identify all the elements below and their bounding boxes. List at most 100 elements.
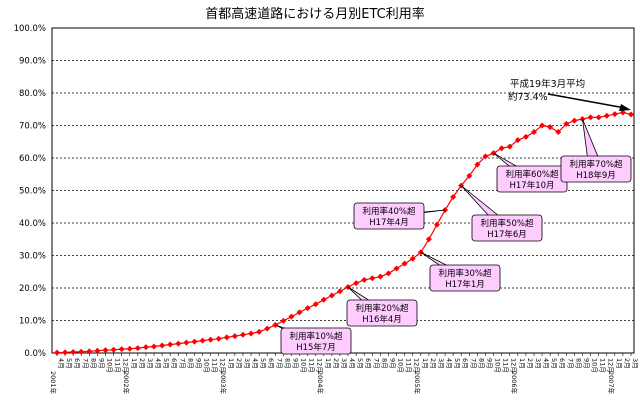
callout-label: 利用率10%超 [290,331,343,342]
callout-box [560,155,632,183]
x-tick-label: 10月 [494,358,502,373]
x-year-label: 2005年 [413,371,422,395]
callout-box [280,327,352,355]
callout-label: 利用率20%超 [356,303,409,314]
x-tick-label: 3月 [534,358,542,369]
y-tick-label: 70.0% [19,122,46,132]
data-point [207,336,214,343]
data-point [611,111,618,118]
x-tick-label: 4月 [154,358,162,369]
data-point [231,333,238,340]
data-point [539,122,546,129]
x-tick-label: 4月 [542,358,550,369]
x-tick-label: 10月 [203,358,211,373]
data-point [118,346,125,353]
x-year-label: 2007年 [607,371,616,395]
callout-label: 利用率40%超 [363,206,416,217]
data-point [482,153,489,160]
x-tick-label: 7月 [372,358,380,369]
x-tick-label: 4月 [57,358,65,369]
data-point [215,335,222,342]
callout-date: H17年6月 [487,229,527,240]
y-tick-label: 30.0% [19,252,46,262]
callout-label: 利用率70%超 [570,159,623,170]
data-point [401,260,408,267]
x-tick-label: 3月 [631,358,639,369]
x-tick-label: 2月 [623,358,631,369]
x-tick-label: 8月 [283,358,291,369]
y-axis-ticks: 0.0% 10.0% 20.0% 30.0% 40.0% 50.0% 60.0% 70.0% 8… [14,24,46,359]
x-tick-label: 8月 [574,358,582,369]
x-tick-label: 6月 [170,358,178,369]
x-tick-label: 3月 [146,358,154,369]
data-point [555,129,562,135]
data-point [361,276,368,283]
x-tick-label: 9月 [582,358,590,369]
annotation-arrowhead [619,104,631,111]
callout-date: H15年7月 [296,342,336,353]
x-tick-label: 12月 [607,358,615,373]
data-point [320,296,327,303]
data-point [433,221,440,228]
x-tick-label: 1月 [615,358,623,369]
data-point [522,133,529,140]
data-point [385,270,392,277]
data-point [280,317,287,324]
x-axis-ticks: 4月 5月 6月 7月 8月 9月 10月 11月 12月 1月 2月 3月 4月 5月 6月 7月 8月 9月 1… [49,353,639,395]
x-tick-label: 12月 [122,358,130,373]
data-point [134,345,141,352]
x-tick-label: 10月 [300,358,308,373]
data-point [223,334,230,341]
x-tick-label: 5月 [259,358,267,369]
x-tick-label: 6月 [461,358,469,369]
chart-title: 首都高速道路における月別ETC利用率 [205,6,424,22]
x-tick-label: 11月 [211,358,219,373]
x-tick-label: 11月 [405,358,413,373]
x-tick-label: 11月 [114,358,122,373]
x-tick-label: 8月 [186,358,194,369]
data-point [312,301,319,308]
x-year-label: 2001年 [49,371,58,395]
x-tick-label: 2月 [138,358,146,369]
data-point [514,137,521,144]
data-point [474,161,481,168]
data-point [70,349,77,356]
callout-date: H17年4月 [369,217,409,228]
data-point [288,313,295,320]
data-point [603,112,610,119]
x-tick-label: 12月 [510,358,518,373]
x-tick-label: 1月 [130,358,138,369]
data-point [264,325,271,332]
x-tick-label: 7月 [81,358,89,369]
data-point [102,347,109,354]
data-point [256,328,263,335]
x-tick-label: 10月 [591,358,599,373]
callout-label: 利用率30%超 [439,268,492,279]
x-tick-label: 3月 [243,358,251,369]
x-tick-label: 3月 [437,358,445,369]
x-tick-label: 10月 [106,358,114,373]
callout-box [346,299,418,327]
x-tick-label: 9月 [97,358,105,369]
data-point [86,348,93,355]
data-point [336,288,343,295]
data-point [571,117,578,124]
data-point [54,349,60,356]
x-tick-label: 7月 [178,358,186,369]
x-year-label: 2003年 [219,371,228,395]
data-point [328,292,335,299]
y-tick-label: 60.0% [19,154,46,164]
callout-label: 利用率60%超 [506,169,559,180]
x-tick-label: 5月 [162,358,170,369]
x-tick-label: 1月 [518,358,526,369]
x-tick-label: 11月 [502,358,510,373]
data-point [506,143,513,150]
x-tick-label: 5月 [453,358,461,369]
data-point [175,340,182,347]
x-tick-label: 3月 [340,358,348,369]
